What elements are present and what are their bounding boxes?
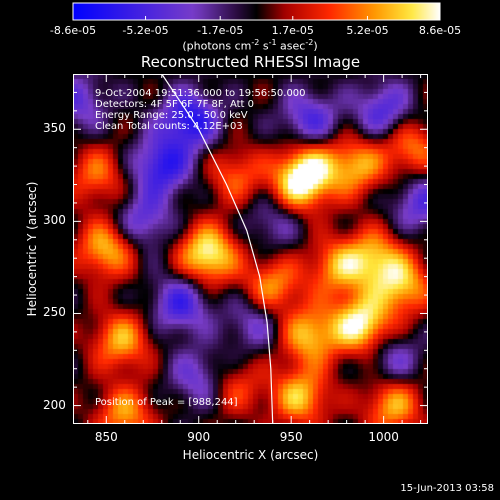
y-tick-label: 250 (43, 305, 66, 319)
colorbar-tick-label: 1.7e-05 (272, 24, 314, 37)
units-exp: -1 (269, 38, 277, 47)
info-line-4: Clean Total counts: 4.12E+03 (95, 121, 243, 132)
info-line-1: 9-Oct-2004 19:51:36.000 to 19:56:50.000 (95, 88, 306, 99)
y-tick-label: 350 (43, 121, 66, 135)
info-line-2: Detectors: 4F 5F 6F 7F 8F, Att 0 (95, 99, 254, 110)
y-tick-label: 200 (43, 398, 66, 412)
y-tick-label: 300 (43, 213, 66, 227)
x-axis-label: Heliocentric X (arcsec) (73, 448, 428, 462)
y-axis-label: Heliocentric Y (arcsec) (25, 179, 39, 319)
colorbar-tick-label: -5.2e-05 (122, 24, 168, 37)
units-part: (photons cm (182, 40, 251, 53)
x-tick-label: 950 (280, 430, 303, 444)
x-tick-label: 900 (187, 430, 210, 444)
colorbar-units: (photons cm-2 s-1 asec-2) (0, 38, 500, 53)
footer-date: 15-Jun-2013 03:58 (400, 483, 494, 494)
x-tick-label: 1000 (368, 430, 399, 444)
peak-position-label: Position of Peak = [988,244] (95, 397, 238, 408)
colorbar-gradient (73, 3, 440, 20)
colorbar-tick-label: -1.7e-05 (197, 24, 243, 37)
colorbar-tick-label: 5.2e-05 (346, 24, 388, 37)
colorbar-tick-label: 8.6e-05 (419, 24, 461, 37)
chart-title: Reconstructed RHESSI Image (73, 53, 428, 71)
units-part: ) (313, 40, 317, 53)
x-tick-label: 850 (95, 430, 118, 444)
info-line-3: Energy Range: 25.0 - 50.0 keV (95, 110, 248, 121)
units-part: s (259, 40, 268, 53)
colorbar-tick-label: -8.6e-05 (50, 24, 96, 37)
units-part: asec (277, 40, 306, 53)
